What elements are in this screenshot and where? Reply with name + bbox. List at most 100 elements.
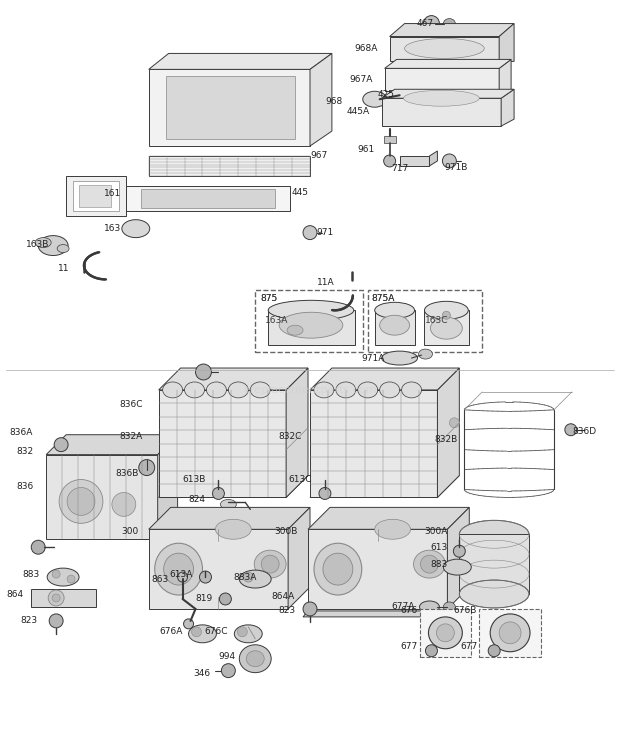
Text: 875A: 875A bbox=[372, 294, 395, 303]
Text: 968: 968 bbox=[325, 97, 342, 106]
Polygon shape bbox=[448, 507, 469, 609]
Bar bbox=[420, 609, 471, 657]
Text: 836C: 836C bbox=[119, 400, 143, 409]
Text: 445: 445 bbox=[291, 188, 308, 197]
Text: 832: 832 bbox=[16, 447, 33, 456]
Polygon shape bbox=[286, 368, 308, 498]
Polygon shape bbox=[149, 54, 332, 69]
Circle shape bbox=[221, 664, 236, 678]
Text: 836D: 836D bbox=[573, 427, 597, 436]
Circle shape bbox=[453, 545, 465, 557]
Polygon shape bbox=[310, 54, 332, 146]
Ellipse shape bbox=[443, 602, 455, 612]
Polygon shape bbox=[46, 455, 157, 539]
Ellipse shape bbox=[234, 625, 262, 643]
Ellipse shape bbox=[358, 382, 378, 398]
Text: 676B: 676B bbox=[454, 606, 477, 615]
Text: 613A: 613A bbox=[169, 570, 193, 579]
Ellipse shape bbox=[374, 519, 410, 539]
Polygon shape bbox=[66, 176, 126, 216]
Ellipse shape bbox=[279, 312, 343, 339]
Ellipse shape bbox=[418, 349, 432, 359]
Text: 968A: 968A bbox=[354, 44, 378, 53]
Bar bbox=[255, 290, 363, 352]
Ellipse shape bbox=[363, 92, 387, 107]
Text: 864A: 864A bbox=[272, 592, 295, 601]
Ellipse shape bbox=[314, 382, 334, 398]
Circle shape bbox=[67, 575, 75, 583]
Polygon shape bbox=[149, 69, 310, 146]
Ellipse shape bbox=[490, 614, 530, 652]
Ellipse shape bbox=[47, 568, 79, 586]
Text: 676: 676 bbox=[401, 606, 417, 615]
Circle shape bbox=[54, 437, 68, 452]
Text: 613: 613 bbox=[430, 542, 448, 552]
Ellipse shape bbox=[379, 382, 400, 398]
Ellipse shape bbox=[336, 382, 356, 398]
Circle shape bbox=[200, 571, 211, 583]
Bar bbox=[479, 609, 541, 657]
Circle shape bbox=[488, 645, 500, 657]
Text: 824: 824 bbox=[188, 495, 205, 504]
Circle shape bbox=[31, 540, 45, 554]
Polygon shape bbox=[157, 434, 177, 539]
Polygon shape bbox=[382, 98, 501, 126]
Ellipse shape bbox=[314, 543, 361, 595]
Text: 11: 11 bbox=[58, 264, 69, 273]
Text: 467: 467 bbox=[416, 19, 433, 28]
Polygon shape bbox=[400, 156, 430, 166]
Circle shape bbox=[192, 627, 202, 637]
Ellipse shape bbox=[35, 237, 51, 248]
Ellipse shape bbox=[425, 301, 468, 319]
Polygon shape bbox=[384, 68, 499, 92]
Text: 961: 961 bbox=[358, 144, 374, 153]
Polygon shape bbox=[141, 189, 275, 208]
Text: 994: 994 bbox=[218, 652, 236, 661]
Ellipse shape bbox=[374, 302, 415, 318]
Bar bbox=[368, 290, 482, 352]
Polygon shape bbox=[430, 151, 438, 166]
Text: 11A: 11A bbox=[317, 278, 335, 287]
Ellipse shape bbox=[246, 651, 264, 667]
Text: 161: 161 bbox=[104, 189, 121, 199]
Polygon shape bbox=[149, 529, 288, 609]
Circle shape bbox=[425, 645, 438, 657]
Text: 836A: 836A bbox=[10, 429, 33, 437]
Polygon shape bbox=[159, 368, 308, 390]
Ellipse shape bbox=[38, 236, 68, 255]
Text: 875A: 875A bbox=[372, 294, 395, 303]
Ellipse shape bbox=[206, 382, 226, 398]
Text: 836B: 836B bbox=[115, 469, 139, 478]
Polygon shape bbox=[499, 24, 514, 62]
Circle shape bbox=[423, 16, 440, 31]
Circle shape bbox=[213, 487, 224, 499]
Ellipse shape bbox=[459, 580, 529, 608]
Ellipse shape bbox=[404, 90, 479, 106]
Polygon shape bbox=[438, 368, 459, 498]
Ellipse shape bbox=[287, 325, 303, 335]
Ellipse shape bbox=[164, 554, 193, 585]
Ellipse shape bbox=[155, 543, 203, 595]
Ellipse shape bbox=[443, 19, 455, 28]
Text: 819: 819 bbox=[195, 594, 213, 603]
Ellipse shape bbox=[396, 89, 412, 99]
Ellipse shape bbox=[268, 301, 354, 320]
Polygon shape bbox=[384, 136, 396, 143]
Ellipse shape bbox=[428, 617, 463, 649]
Circle shape bbox=[52, 594, 60, 602]
Polygon shape bbox=[46, 434, 177, 455]
Ellipse shape bbox=[228, 382, 248, 398]
Text: 864: 864 bbox=[6, 589, 24, 598]
Circle shape bbox=[52, 570, 60, 578]
Polygon shape bbox=[308, 507, 469, 529]
Ellipse shape bbox=[414, 551, 445, 578]
Text: 863: 863 bbox=[151, 574, 169, 583]
Polygon shape bbox=[73, 181, 119, 211]
Ellipse shape bbox=[239, 645, 271, 673]
Circle shape bbox=[49, 614, 63, 628]
Text: 676C: 676C bbox=[205, 627, 228, 636]
Polygon shape bbox=[499, 60, 511, 92]
Ellipse shape bbox=[122, 219, 149, 237]
Text: 883: 883 bbox=[430, 559, 448, 568]
Ellipse shape bbox=[379, 315, 410, 335]
